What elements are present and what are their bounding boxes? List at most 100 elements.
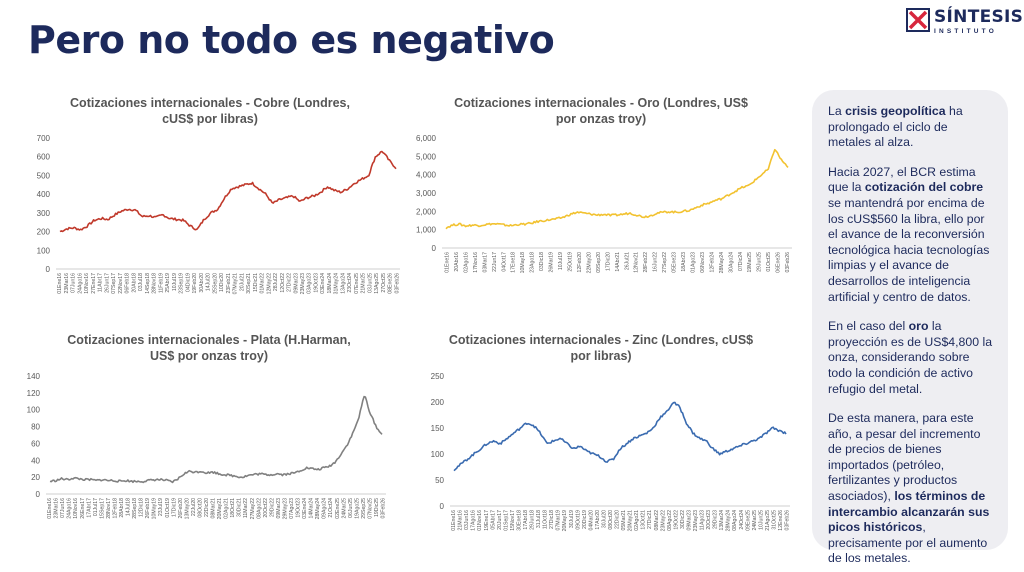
x-tick-label: 03Feb26: [785, 510, 791, 531]
x-tick-label: 14Jul18: [126, 498, 132, 516]
x-tick-label: 26Jul21: [624, 252, 630, 270]
x-tick-label: 17Abr18: [523, 510, 529, 530]
chart-title-line: Cotizaciones internacionales - Cobre (Lo…: [70, 96, 350, 110]
x-tick-label: 25Abr19: [165, 273, 171, 293]
y-tick-label: 500: [37, 171, 51, 180]
x-tick-label: 03Feb26: [381, 498, 387, 519]
y-tick-label: 700: [37, 134, 51, 143]
x-tick-label: 18Abr23: [681, 252, 687, 272]
x-tick-label: 15Sep17: [99, 498, 105, 519]
x-tick-label: 07Nov25: [367, 498, 373, 519]
y-tick-label: 1,000: [416, 226, 437, 235]
x-tick-label: 05Mar21: [621, 510, 627, 531]
x-tick-label: 10Dic20: [219, 273, 225, 292]
x-tick-label: 09Oct19: [575, 510, 581, 530]
x-tick-label: 16Jun22: [653, 252, 659, 272]
x-tick-label: 29May23: [282, 498, 288, 519]
x-tick-label: 05Ene23: [672, 252, 678, 273]
x-tick-label: 25Sep20: [212, 273, 218, 294]
chart-title-line: Cotizaciones internacionales - Plata (H.…: [67, 333, 351, 347]
x-tick-label: 07Dic24: [738, 252, 744, 271]
x-tick-label: 18Mar24: [327, 273, 333, 294]
y-tick-label: 0: [46, 265, 51, 274]
x-tick-label: 09Ago24: [322, 498, 328, 519]
x-tick-label: 20Jun17: [497, 510, 503, 530]
y-tick-label: 80: [31, 423, 40, 432]
x-tick-label: 01Ene16: [445, 252, 451, 273]
x-tick-label: 03Feb26: [785, 252, 791, 273]
sintesis-logo-icon: [906, 8, 930, 32]
y-tick-label: 200: [431, 398, 445, 407]
x-tick-label: 23May23: [693, 510, 699, 531]
x-tick-label: 09Mar23: [293, 273, 299, 294]
x-tick-label: 19Oct22: [673, 510, 679, 530]
x-tick-label: 01Ago23: [690, 252, 696, 273]
x-tick-label: 23Sep19: [179, 273, 185, 294]
x-tick-label: 14Mar24: [309, 498, 315, 519]
panel-paragraph-4: De esta manera, para este año, a pesar d…: [828, 411, 990, 566]
y-tick-label: 150: [431, 424, 445, 433]
x-tick-label: 20Oct23: [706, 510, 712, 530]
x-tick-label: 20May21: [217, 498, 223, 519]
x-tick-label: 09Sep20: [596, 252, 602, 273]
x-tick-label: 29Sep25: [361, 498, 367, 519]
y-tick-label: 0: [36, 490, 41, 499]
x-tick-label: 22Jun17: [492, 252, 498, 272]
x-tick-label: 11Mar22: [243, 498, 249, 518]
chart-title-line: por onzas troy): [555, 112, 647, 126]
x-tick-label: 24Oct24: [739, 510, 745, 530]
x-tick-label: 29Dic23: [713, 510, 719, 529]
x-tick-label: 27Dic22: [287, 273, 293, 292]
y-tick-label: 20: [31, 473, 40, 482]
x-tick-label: 19Oct23: [313, 273, 319, 293]
x-tick-label: 13Oct21: [641, 510, 647, 530]
logo: SÍNTESIS INSTITUTO: [906, 7, 1023, 44]
x-tick-label: 03Mar17: [482, 252, 488, 273]
x-tick-label: 20Dic19: [582, 510, 588, 529]
x-tick-label: 27Ene17: [91, 273, 97, 294]
x-tick-label: 12Feb20: [577, 252, 583, 273]
x-tick-label: 10Nov16: [84, 273, 90, 294]
x-tick-label: 30Jul20: [601, 510, 607, 528]
x-tick-label: 10May18: [520, 252, 526, 273]
chart-title-line: US$ por onzas troy): [149, 349, 269, 363]
x-tick-label: 31Oct25: [771, 510, 777, 530]
x-tick-label: 01Oct25: [766, 252, 772, 272]
y-tick-label: 2,000: [416, 207, 437, 216]
x-tick-label: 03Ago23: [307, 273, 313, 294]
x-tick-label: 06Nov23: [700, 252, 706, 273]
x-tick-label: 14Abr21: [615, 252, 621, 272]
y-tick-label: 50: [435, 476, 444, 485]
x-tick-label: 28Sep18: [132, 498, 138, 519]
x-tick-label: 17Ene18: [511, 252, 517, 273]
x-tick-label: 29Jun18: [530, 510, 536, 530]
chart-title-cobre: Cotizaciones internacionales - Cobre (Lo…: [60, 95, 360, 127]
x-tick-label: 28Abr18: [119, 498, 125, 518]
y-tick-label: 0: [432, 244, 437, 253]
x-tick-label: 27Oct25: [381, 273, 387, 293]
x-tick-label: 01Nov16: [477, 510, 483, 531]
x-tick-label: 30Ene18: [516, 510, 522, 531]
x-tick-label: 20Abr16: [454, 252, 460, 272]
chart-title-line: por libras): [570, 349, 632, 363]
x-tick-label: 21Mar16: [458, 510, 464, 531]
x-tick-label: 23Feb21: [226, 273, 232, 294]
x-tick-label: 21Oct24: [328, 498, 334, 518]
panel-paragraph-3: En el caso del oro la proyección es de U…: [828, 319, 993, 396]
x-tick-label: 17Abr17: [86, 498, 92, 518]
x-tick-label: 28May24: [315, 498, 321, 519]
x-tick-label: 20May19: [562, 510, 568, 531]
x-tick-label: 13Ago24: [340, 273, 346, 294]
chart-title-plata: Cotizaciones internacionales - Plata (H.…: [58, 332, 360, 364]
x-tick-label: 07Mar19: [556, 510, 562, 531]
x-tick-label: 17Dic20: [605, 252, 611, 271]
x-tick-label: 20Oct22: [263, 498, 269, 518]
x-tick-label: 22May20: [586, 252, 592, 273]
x-tick-label: 11Abr17: [98, 273, 104, 292]
x-tick-label: 01Jul17: [93, 498, 99, 516]
y-tick-label: 4,000: [416, 171, 437, 180]
y-tick-label: 300: [37, 209, 51, 218]
x-tick-label: 30Abr20: [199, 273, 205, 293]
x-tick-label: 10May19: [152, 498, 158, 519]
